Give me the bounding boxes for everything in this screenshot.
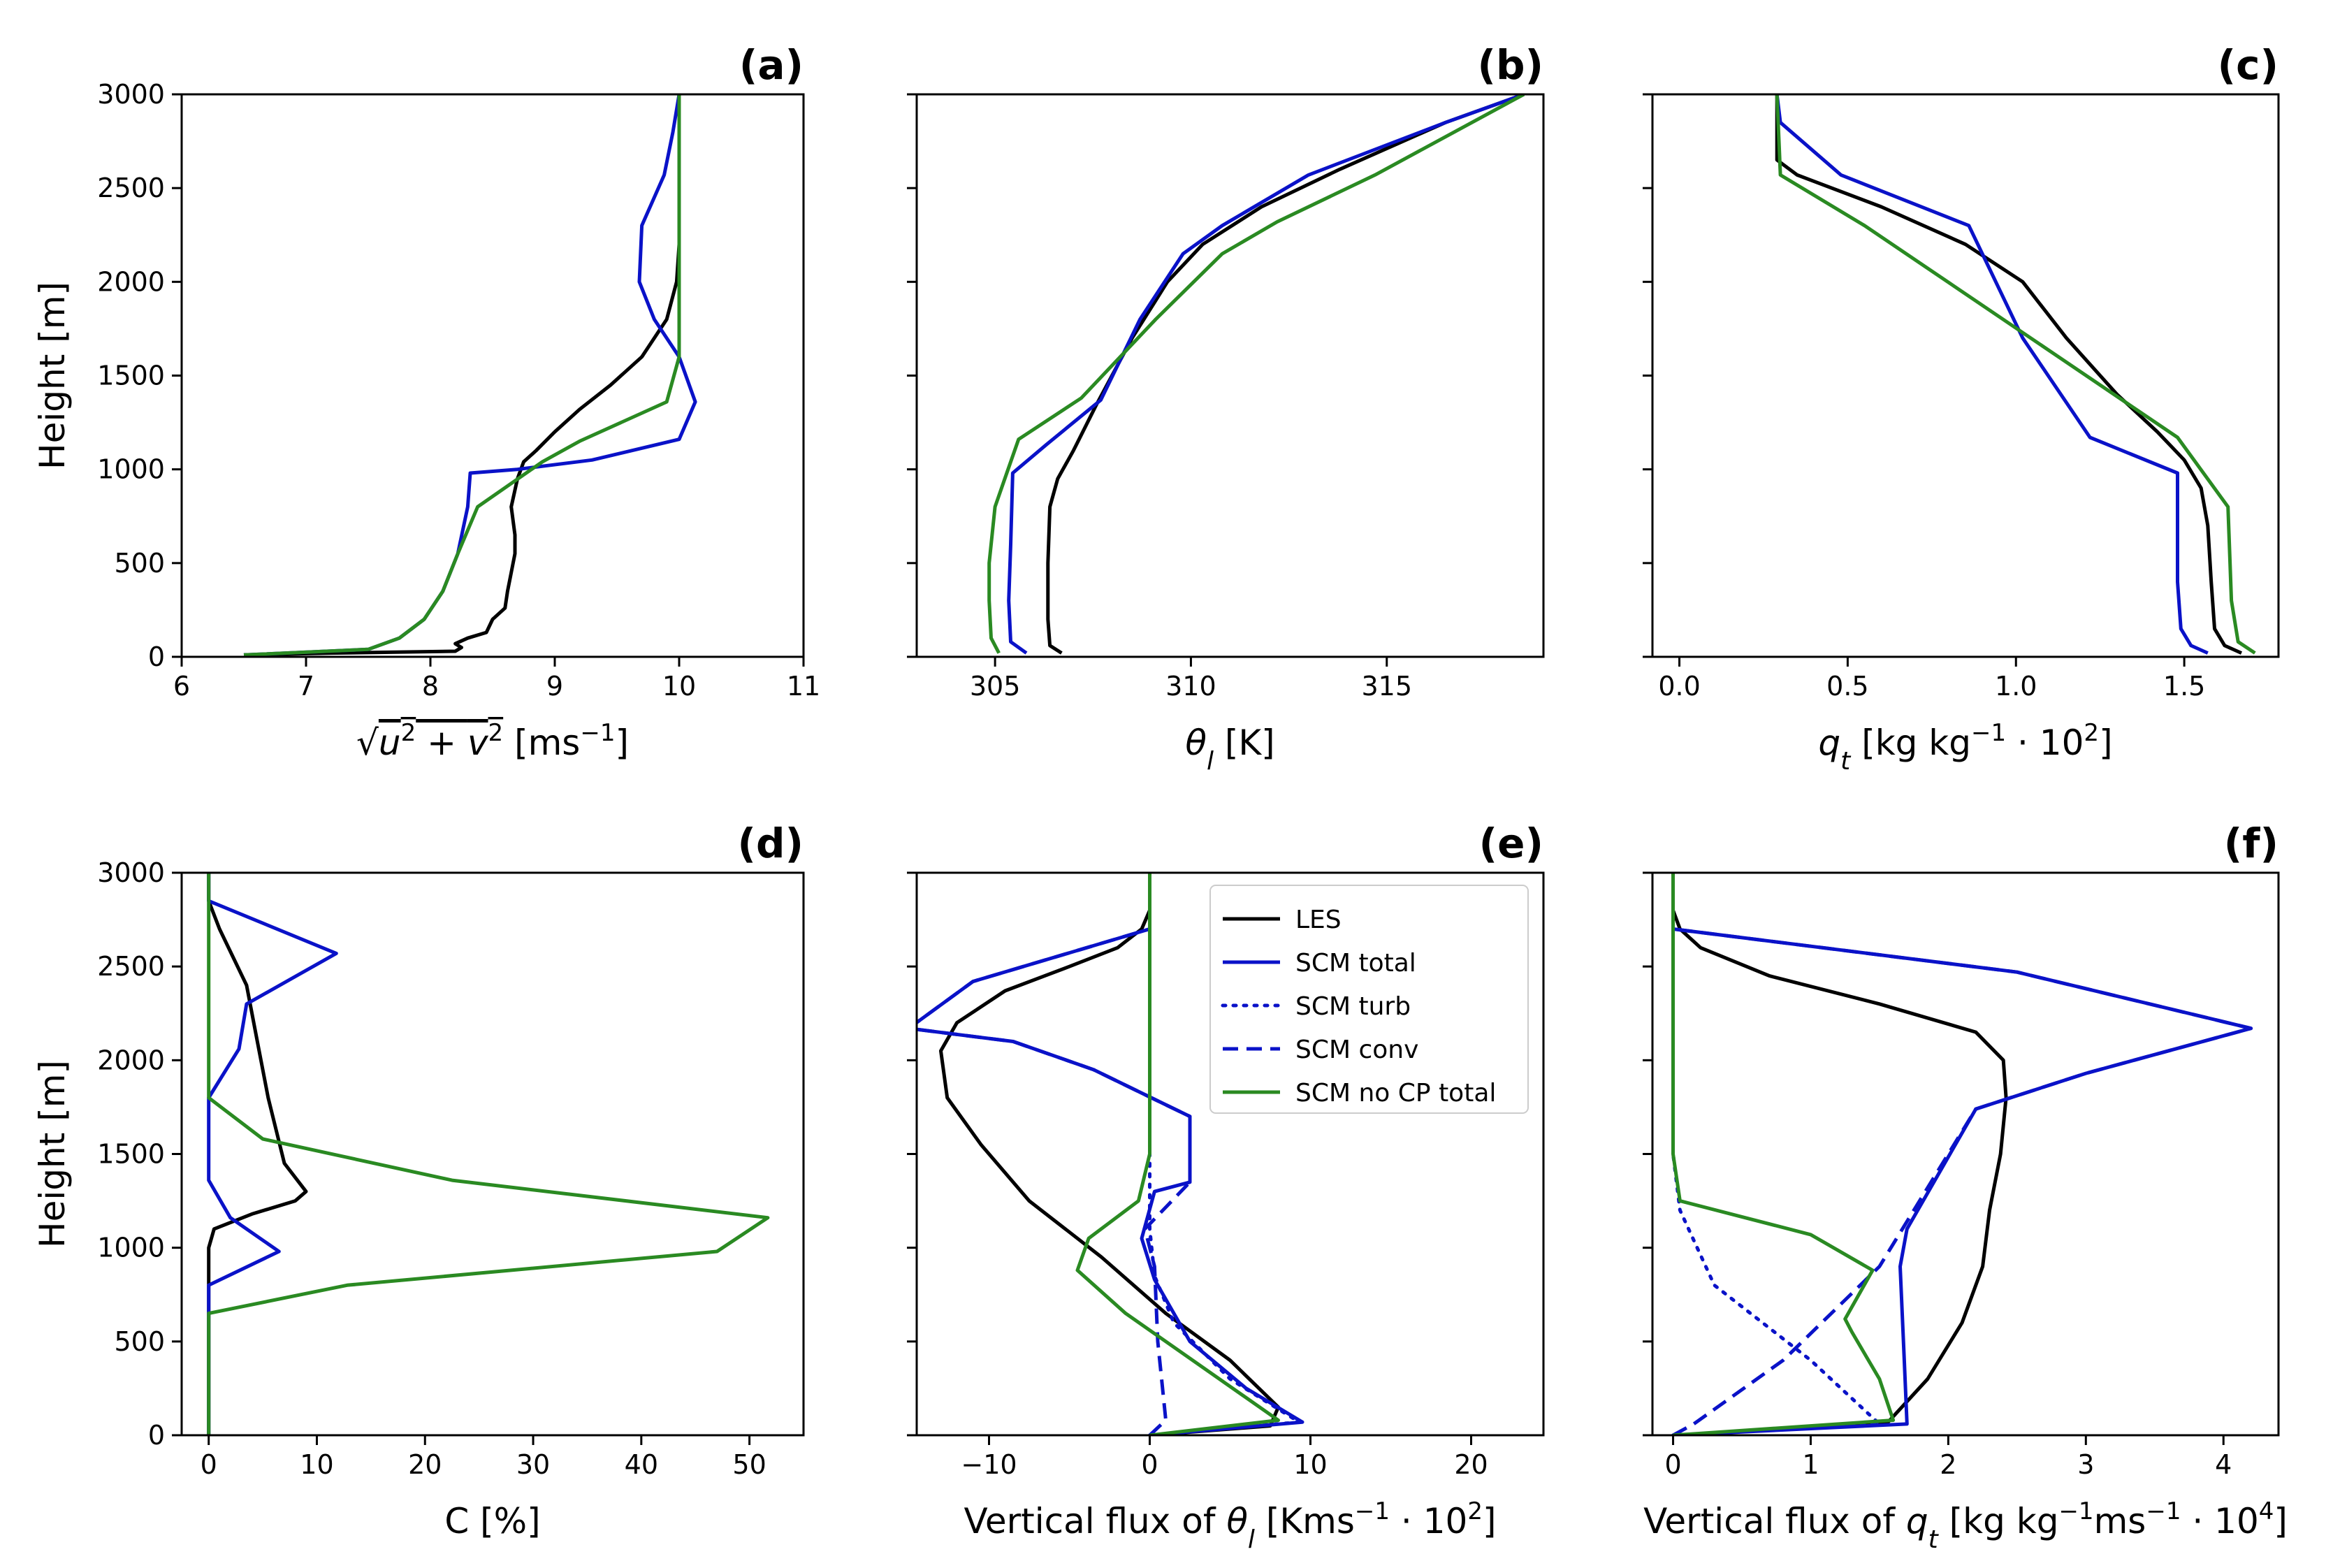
panel-title: (d) — [737, 820, 804, 867]
legend-entry-label: LES — [1295, 906, 1342, 934]
x-tick-label: 315 — [1361, 671, 1412, 702]
x-tick-label: 4 — [2215, 1449, 2232, 1480]
legend-entry-label: SCM turb — [1295, 992, 1411, 1021]
x-axis-label: Vertical flux of θl [Kms−1 · 102] — [964, 1497, 1497, 1554]
series-line-scm-no-cp-total — [1075, 873, 1280, 1435]
x-tick-label: 305 — [970, 671, 1021, 702]
axes-frame — [180, 871, 805, 1437]
panel-title: (c) — [2218, 41, 2279, 89]
axes-frame — [1651, 93, 2280, 658]
axes-frame — [180, 93, 805, 658]
series-line-scm-turb — [1671, 873, 1882, 1435]
series-line-scm-conv — [917, 873, 1192, 1435]
x-tick-label: 0 — [201, 1449, 217, 1480]
y-tick-label: 0 — [148, 1420, 165, 1451]
series-line-scm-no-cp-total — [987, 94, 1525, 654]
y-tick-label: 2500 — [97, 173, 165, 203]
x-tick-label: 40 — [625, 1449, 658, 1480]
panel-c: 0.0 0.5 1.0 1.5 (c) qt [kg kg−1 · 102] — [1643, 41, 2280, 776]
panel-title: (a) — [739, 41, 804, 89]
y-tick-label: 3000 — [97, 79, 165, 110]
y-tick-label: 1000 — [97, 454, 165, 485]
panel-title: (b) — [1477, 41, 1543, 89]
legend: LES SCM total SCM turb SCM conv SCM no CP to… — [1209, 885, 1529, 1114]
series-line-les — [1671, 873, 2008, 1435]
series-line-scm-total — [1007, 94, 1525, 655]
series-line-les — [939, 873, 1280, 1435]
y-tick-label: 0 — [148, 641, 165, 672]
y-tick-label: 3000 — [97, 857, 165, 888]
legend-entry-label: SCM no CP total — [1295, 1079, 1496, 1108]
series-line-scm-total — [243, 94, 697, 657]
legend-frame — [1209, 885, 1529, 1114]
x-tick-label: 1.5 — [2163, 671, 2205, 702]
y-tick-label: 1000 — [97, 1233, 165, 1263]
x-axis-label: θl [K] — [1185, 723, 1274, 776]
series-line-scm-conv — [1671, 873, 2253, 1435]
x-axis-label: C [%] — [444, 1501, 540, 1541]
series-line-les — [1775, 94, 2243, 655]
x-tick-label: 10 — [1293, 1449, 1327, 1480]
x-tick-label: 2 — [1940, 1449, 1956, 1480]
series-line-les — [1046, 94, 1525, 655]
x-tick-label: 9 — [546, 671, 563, 702]
y-axis-label: Height [m] — [32, 282, 73, 470]
series-line-les — [207, 873, 308, 1435]
x-tick-label: 0 — [1664, 1449, 1681, 1480]
series-line-scm-total — [1671, 873, 2253, 1435]
panel-f: 0 1 2 3 4 (f) Vertical flux of qt [kg kg−1ms−1… — [1643, 820, 2288, 1554]
x-tick-label: 10 — [662, 671, 696, 702]
series-line-scm-total — [1775, 94, 2209, 655]
panel-b: 305 310 315 (b) θl [K] — [907, 41, 1545, 776]
panel-title: (f) — [2224, 820, 2279, 867]
x-tick-label: 30 — [516, 1449, 550, 1480]
y-tick-label: 1500 — [97, 1139, 165, 1170]
legend-entry-label: SCM conv — [1295, 1036, 1418, 1064]
y-tick-label: 1500 — [97, 361, 165, 391]
series-line-scm-no-cp-total — [207, 873, 770, 1435]
x-tick-label: 10 — [300, 1449, 333, 1480]
series-line-scm-no-cp-total — [1671, 873, 1896, 1435]
x-tick-label: −10 — [961, 1449, 1017, 1480]
x-tick-label: 310 — [1165, 671, 1216, 702]
y-axis-label: Height [m] — [32, 1060, 73, 1248]
x-tick-label: 0 — [1141, 1449, 1158, 1480]
x-tick-label: 3 — [2077, 1449, 2094, 1480]
panel-e: −10 0 10 20 (e) Vertical flux of θl [Kms−1 · … — [907, 820, 1545, 1554]
y-tick-label: 500 — [114, 548, 165, 579]
x-tick-label: 11 — [787, 671, 820, 702]
y-tick-label: 2000 — [97, 266, 165, 297]
y-tick-label: 2000 — [97, 1045, 165, 1075]
series-line-les — [243, 94, 681, 657]
x-tick-label: 0.0 — [1658, 671, 1700, 702]
x-axis-label: √u2 + v2 [ms−1] — [356, 719, 629, 763]
x-tick-label: 50 — [732, 1449, 766, 1480]
y-tick-label: 2500 — [97, 951, 165, 982]
x-tick-label: 6 — [173, 671, 190, 702]
series-line-scm-no-cp-total — [1775, 94, 2256, 655]
x-axis-label: qt [kg kg−1 · 102] — [1818, 719, 2112, 776]
x-tick-label: 20 — [1454, 1449, 1488, 1480]
series-line-scm-no-cp-total — [243, 94, 681, 657]
x-tick-label: 8 — [422, 671, 439, 702]
axes-frame — [1651, 871, 2280, 1437]
legend-entry-label: SCM total — [1295, 949, 1416, 978]
x-tick-label: 20 — [408, 1449, 442, 1480]
x-tick-label: 1 — [1802, 1449, 1819, 1480]
y-tick-label: 500 — [114, 1326, 165, 1357]
panel-a: 6 7 8 9 10 11 0 500 1000 1500 2000 2500 3000 (a) Heigh… — [32, 41, 820, 763]
x-tick-label: 0.5 — [1826, 671, 1868, 702]
panel-title: (e) — [1479, 820, 1543, 867]
series-line-scm-total — [207, 873, 338, 1435]
x-axis-label: Vertical flux of qt [kg kg−1ms−1 · 104] — [1643, 1497, 2288, 1554]
x-tick-label: 1.0 — [1995, 671, 2037, 702]
panel-d: 0 10 20 30 40 50050010001500200025003000(d)He… — [32, 820, 805, 1541]
x-tick-label: 7 — [298, 671, 314, 702]
